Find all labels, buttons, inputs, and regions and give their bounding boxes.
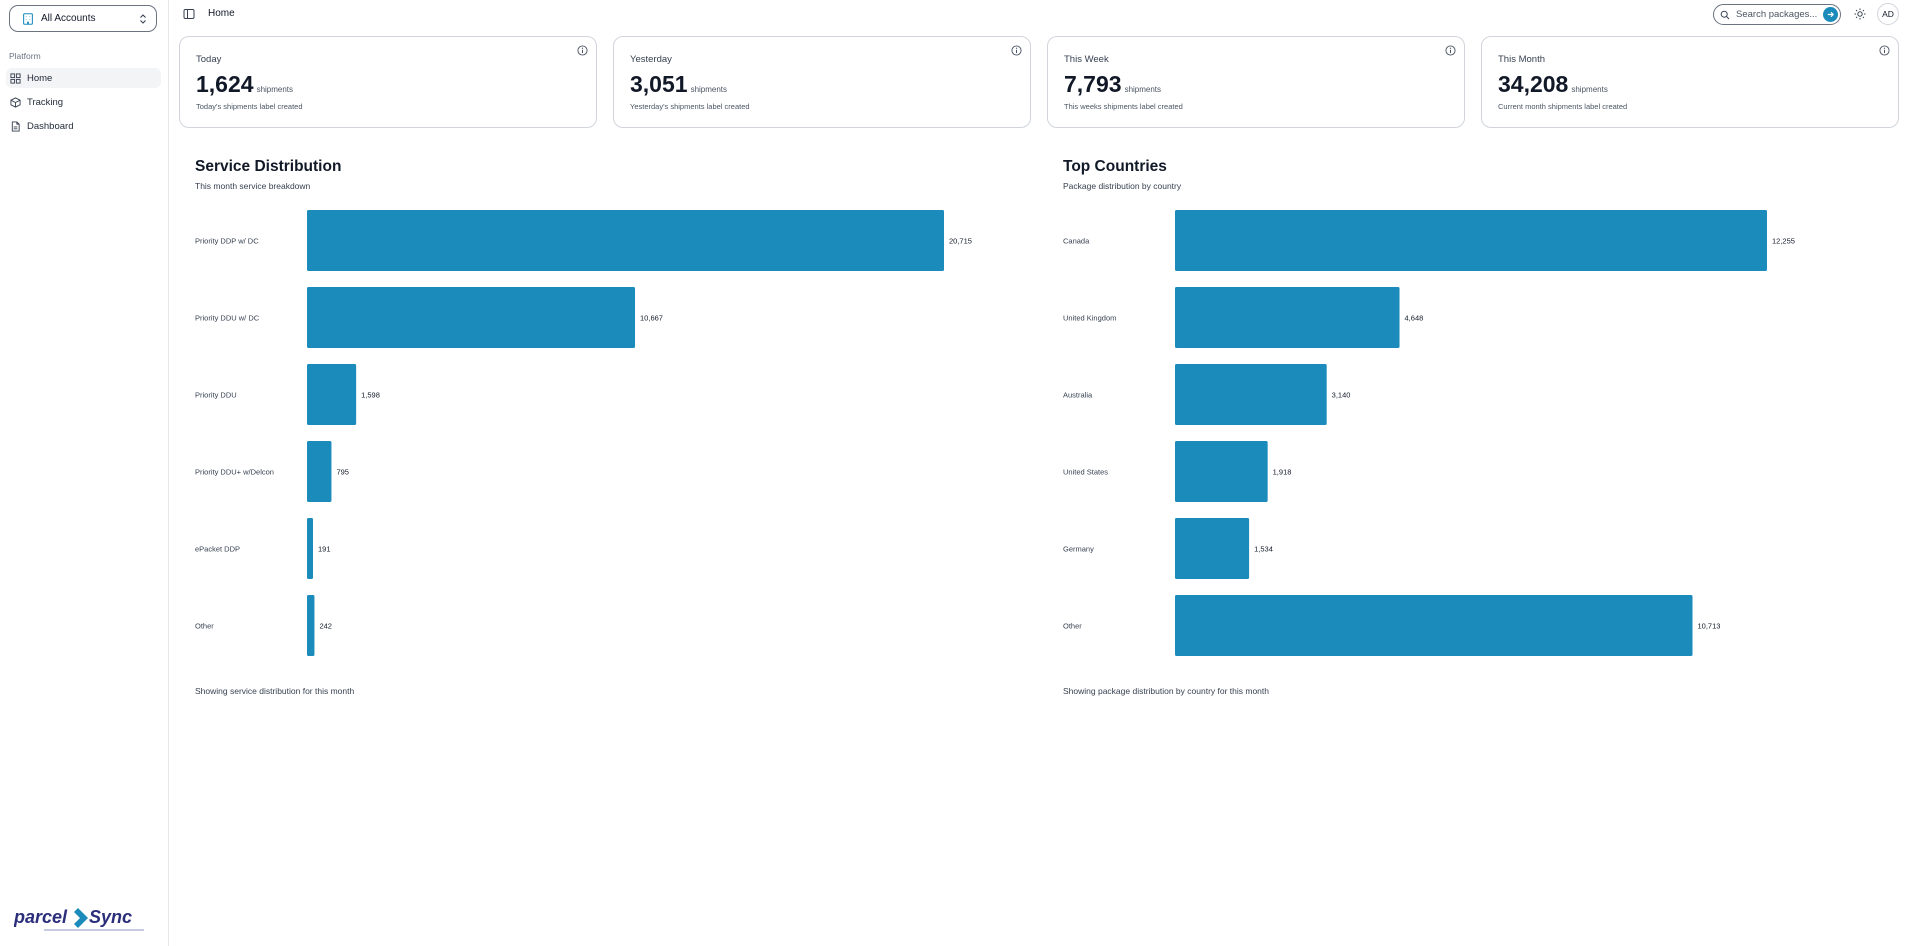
chevron-up-down-icon — [140, 13, 146, 24]
chart-footer: Showing service distribution for this mo… — [195, 686, 355, 696]
category-label: Other — [1063, 622, 1082, 631]
value-label: 1,534 — [1254, 545, 1273, 554]
bar[interactable] — [1175, 364, 1327, 425]
svg-text:Sync: Sync — [89, 907, 132, 927]
parcelsync-logo: parcel Sync — [14, 907, 144, 931]
stat-value: 1,624 — [196, 71, 254, 97]
value-label: 242 — [319, 622, 332, 631]
info-icon[interactable] — [1879, 45, 1890, 56]
category-label: Priority DDU — [195, 391, 237, 400]
grid-icon — [10, 72, 21, 84]
nav-section-label: Platform — [9, 51, 41, 61]
bar[interactable] — [1175, 518, 1250, 579]
search-placeholder: Search packages... — [1736, 9, 1818, 20]
sun-icon[interactable] — [1854, 8, 1866, 20]
value-label: 1,598 — [361, 391, 380, 400]
stat-unit: shipments — [256, 85, 294, 94]
stat-value: 34,208 — [1498, 71, 1569, 97]
category-label: Priority DDP w/ DC — [195, 237, 259, 246]
package-icon — [10, 96, 21, 108]
value-label: 4,648 — [1405, 314, 1424, 323]
avatar[interactable]: AD — [1877, 3, 1899, 25]
search-packages-input[interactable]: Search packages... — [1713, 4, 1841, 25]
stat-description: Current month shipments label created — [1498, 102, 1628, 111]
stat-card-yesterday: Yesterday 3,051 shipments Yesterday's shi… — [613, 36, 1031, 128]
search-submit-button[interactable] — [1823, 7, 1838, 22]
stat-title: Yesterday — [630, 54, 672, 65]
category-label: ePacket DDP — [195, 545, 240, 554]
value-label: 3,140 — [1332, 391, 1351, 400]
sidebar-item-dashboard[interactable]: Dashboard — [6, 116, 161, 136]
account-selector[interactable]: All Accounts — [9, 5, 157, 32]
stat-title: This Month — [1498, 54, 1545, 65]
building-icon — [23, 12, 33, 25]
info-icon[interactable] — [577, 45, 588, 56]
top-countries-panel: Top Countries Package distribution by co… — [1063, 155, 1910, 705]
sidebar-toggle-icon[interactable] — [183, 8, 195, 20]
bar[interactable] — [307, 210, 944, 271]
bar[interactable] — [1175, 441, 1268, 502]
value-label: 10,667 — [640, 314, 663, 323]
stat-description: Yesterday's shipments label created — [630, 102, 750, 111]
category-label: Priority DDU+ w/Delcon — [195, 468, 274, 477]
sidebar: All Accounts Platform Home Tracking Dash… — [0, 0, 169, 946]
value-label: 1,918 — [1273, 468, 1292, 477]
stat-unit: shipments — [690, 85, 728, 94]
breadcrumb: Home — [208, 8, 235, 19]
sidebar-item-tracking[interactable]: Tracking — [6, 92, 161, 112]
info-icon[interactable] — [1445, 45, 1456, 56]
stat-unit: shipments — [1124, 85, 1162, 94]
sidebar-item-label: Home — [27, 72, 53, 84]
service-distribution-chart: Priority DDP w/ DC 20,715 Priority DDU w/ … — [195, 210, 972, 656]
account-selector-label: All Accounts — [41, 13, 96, 24]
chart-title: Top Countries — [1063, 158, 1167, 175]
stat-value: 7,793 — [1064, 71, 1122, 97]
bar[interactable] — [307, 287, 636, 348]
chart-footer: Showing package distribution by country … — [1063, 686, 1270, 696]
chart-subtitle: Package distribution by country — [1063, 181, 1182, 191]
sidebar-item-home[interactable]: Home — [6, 68, 161, 88]
bar[interactable] — [307, 518, 313, 579]
service-distribution-panel: Service Distribution This month service … — [195, 155, 1045, 705]
stat-title: Today — [196, 54, 222, 65]
category-label: Germany — [1063, 545, 1094, 554]
sidebar-item-label: Dashboard — [27, 120, 74, 132]
stat-description: Today's shipments label created — [196, 102, 303, 111]
document-icon — [11, 120, 20, 132]
stat-unit: shipments — [1571, 85, 1608, 94]
bar[interactable] — [307, 364, 357, 425]
arrow-right-icon — [1827, 11, 1835, 18]
stat-description: This weeks shipments label created — [1064, 102, 1183, 111]
value-label: 12,255 — [1772, 237, 1795, 246]
svg-text:parcel: parcel — [14, 907, 68, 927]
value-label: 795 — [336, 468, 349, 477]
top-bar: Home Search packages... AD — [170, 0, 1910, 30]
bar[interactable] — [1175, 210, 1767, 271]
bar[interactable] — [307, 595, 315, 656]
category-label: Priority DDU w/ DC — [195, 314, 260, 323]
value-label: 20,715 — [949, 237, 972, 246]
category-label: Canada — [1063, 237, 1090, 246]
category-label: Australia — [1063, 391, 1093, 400]
bar[interactable] — [1175, 595, 1693, 656]
category-label: United States — [1063, 468, 1108, 477]
value-label: 191 — [318, 545, 331, 554]
top-countries-chart: Canada 12,255 United Kingdom 4,648 Australia… — [1063, 210, 1795, 656]
stat-title: This Week — [1064, 54, 1109, 65]
stat-card-this-week: This Week 7,793 shipments This weeks ship… — [1047, 36, 1465, 128]
stat-value: 3,051 — [630, 71, 688, 97]
category-label: Other — [195, 622, 214, 631]
category-label: United Kingdom — [1063, 314, 1116, 323]
search-icon — [1720, 10, 1730, 19]
chart-title: Service Distribution — [195, 158, 342, 175]
value-label: 10,713 — [1698, 622, 1721, 631]
sidebar-item-label: Tracking — [27, 96, 64, 108]
chart-subtitle: This month service breakdown — [195, 181, 311, 191]
bar[interactable] — [307, 441, 332, 502]
bar[interactable] — [1175, 287, 1400, 348]
stat-card-today: Today 1,624 shipments Today's shipments l… — [179, 36, 597, 128]
info-icon[interactable] — [1011, 45, 1022, 56]
stat-card-this-month: This Month 34,208 shipments Current month… — [1481, 36, 1899, 128]
